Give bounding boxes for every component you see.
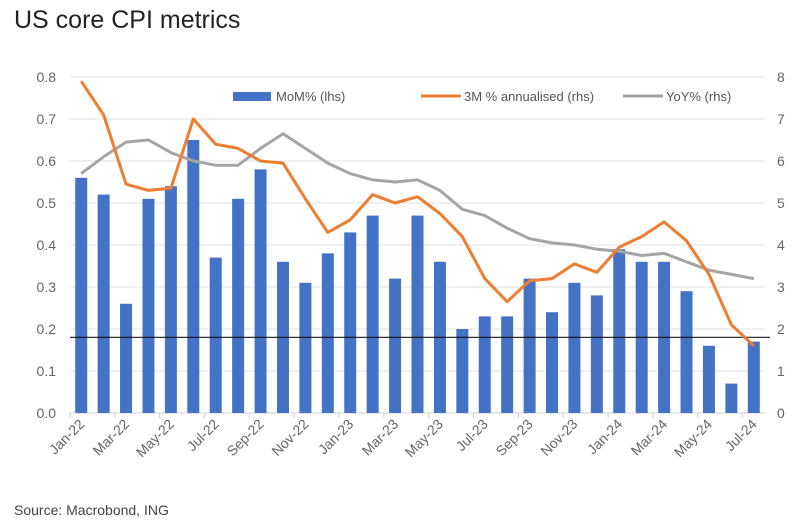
x-tick-label: Mar-23 [359, 416, 402, 459]
right-tick-label: 7 [777, 111, 785, 127]
x-tick-label: Jan-22 [46, 416, 88, 458]
bar-mom [546, 312, 559, 413]
right-tick-label: 3 [777, 279, 785, 295]
bar-mom [680, 291, 693, 413]
left-tick-label: 0.2 [37, 321, 57, 337]
bar-mom [725, 383, 738, 413]
legend-label: YoY% (rhs) [666, 89, 731, 104]
left-tick-label: 0.4 [37, 237, 57, 253]
x-tick-label: Jul-24 [722, 416, 760, 454]
x-tick-label: May-22 [133, 416, 177, 460]
x-tick-label: Mar-24 [628, 416, 671, 459]
bar-mom [344, 232, 357, 413]
x-tick-label: Jul-22 [184, 416, 222, 454]
legend-swatch-mom [233, 92, 271, 101]
chart-title: US core CPI metrics [14, 6, 241, 34]
bar-mom [389, 278, 402, 413]
right-tick-label: 0 [777, 405, 785, 421]
right-tick-label: 2 [777, 321, 785, 337]
left-tick-label: 0.1 [37, 363, 57, 379]
bar-mom [366, 215, 379, 413]
bar-mom [75, 177, 88, 413]
left-tick-label: 0.0 [37, 405, 57, 421]
right-tick-label: 1 [777, 363, 785, 379]
left-tick-label: 0.7 [37, 111, 57, 127]
bar-mom [97, 194, 110, 413]
bar-mom [613, 249, 626, 413]
x-tick-label: May-23 [402, 416, 446, 460]
bar-mom [299, 282, 312, 413]
bar-mom [501, 316, 514, 413]
x-tick-label: Jan-23 [315, 416, 357, 458]
left-tick-label: 0.6 [37, 153, 57, 169]
legend-label: 3M % annualised (rhs) [464, 89, 594, 104]
bar-mom [120, 303, 133, 413]
x-tick-label: Jul-23 [453, 416, 491, 454]
bar-mom [590, 295, 603, 413]
left-tick-label: 0.5 [37, 195, 57, 211]
right-tick-label: 4 [777, 237, 785, 253]
x-tick-label: Sep-22 [223, 416, 266, 459]
bar-mom [142, 198, 155, 413]
line-yoy [80, 132, 755, 281]
bar-mom [321, 253, 334, 413]
bar-mom [747, 341, 760, 413]
bar-mom [523, 278, 536, 413]
bar-mom [702, 345, 715, 413]
line-3m-annualised [79, 80, 755, 347]
right-tick-label: 8 [777, 69, 785, 85]
x-tick-label: Nov-23 [537, 416, 580, 459]
right-tick-label: 5 [777, 195, 785, 211]
bar-mom [456, 329, 469, 413]
bar-mom [187, 140, 200, 413]
bar-mom [209, 257, 222, 413]
bar-mom [478, 316, 491, 413]
bar-mom [254, 169, 267, 413]
bar-mom [411, 215, 424, 413]
source-note: Source: Macrobond, ING [14, 502, 169, 518]
x-tick-label: Jan-24 [584, 416, 626, 458]
bar-mom [232, 198, 245, 413]
left-tick-label: 0.3 [37, 279, 57, 295]
right-tick-label: 6 [777, 153, 785, 169]
x-tick-label: Mar-22 [89, 416, 132, 459]
bar-mom [568, 282, 581, 413]
x-tick-label: May-24 [671, 416, 715, 460]
left-tick-label: 0.8 [37, 69, 57, 85]
bar-mom [164, 186, 177, 413]
x-tick-label: Nov-22 [268, 416, 311, 459]
x-tick-label: Sep-23 [492, 416, 535, 459]
legend-label: MoM% (lhs) [276, 89, 345, 104]
